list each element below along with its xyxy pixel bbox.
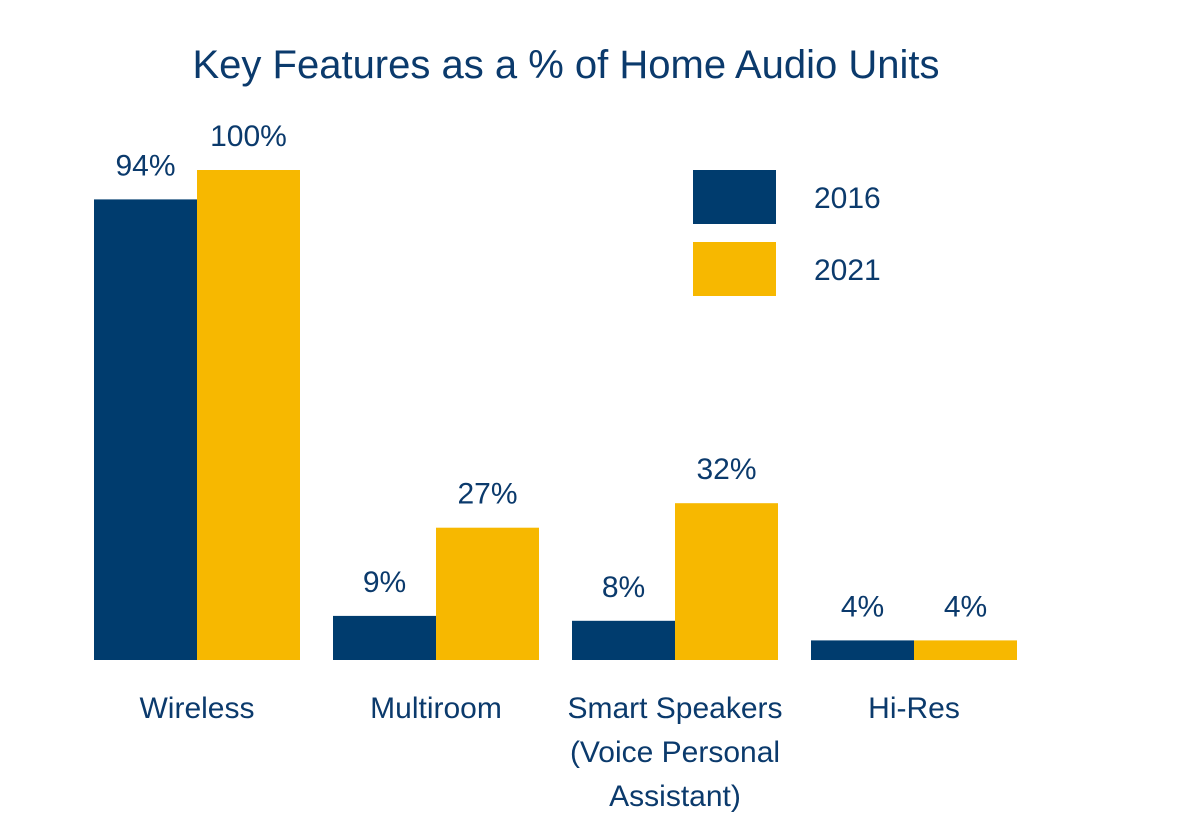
category-label-3: Hi-Res <box>868 692 960 725</box>
bars-group <box>94 170 1017 660</box>
legend-label-2016: 2016 <box>814 182 881 215</box>
bar-2021-3 <box>914 640 1017 660</box>
bar-2021-1 <box>436 527 539 660</box>
category-label-0: Wireless <box>139 692 254 725</box>
legend: 2016 2021 <box>693 170 881 296</box>
bar-2021-2 <box>675 503 778 660</box>
legend-swatch-2016 <box>693 170 776 224</box>
bar-2016-2 <box>572 620 675 660</box>
value-label-2021-2: 32% <box>696 453 756 486</box>
value-label-2021-3: 4% <box>944 590 987 623</box>
category-label-2: Smart Speakers (Voice Personal Assistant) <box>567 692 782 813</box>
value-label-2021-0: 100% <box>210 120 287 153</box>
legend-swatch-2021 <box>693 242 776 296</box>
value-label-2021-1: 27% <box>457 478 517 511</box>
bar-2016-0 <box>94 199 197 660</box>
value-label-2016-1: 9% <box>363 566 406 599</box>
chart-title: Key Features as a % of Home Audio Units <box>192 43 939 87</box>
bar-2016-1 <box>333 615 436 660</box>
category-label-1: Multiroom <box>370 692 502 725</box>
legend-label-2021: 2021 <box>814 254 881 287</box>
bar-2016-3 <box>811 640 914 660</box>
bar-2021-0 <box>197 170 300 660</box>
value-label-2016-0: 94% <box>115 149 175 182</box>
value-labels-group: 94% 9% 8% 4% 100% 27% 32% 4% <box>115 120 987 623</box>
category-labels-group: Wireless Multiroom Smart Speakers (Voice Pe… <box>139 692 959 813</box>
value-label-2016-2: 8% <box>602 571 645 604</box>
value-label-2016-3: 4% <box>841 590 884 623</box>
